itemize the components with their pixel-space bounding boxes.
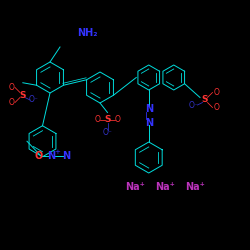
- Text: N: N: [62, 151, 70, 161]
- Text: N: N: [47, 151, 55, 161]
- Text: O: O: [34, 151, 43, 161]
- Text: O: O: [8, 98, 14, 107]
- Text: Na⁺: Na⁺: [185, 182, 205, 192]
- Text: NH₂: NH₂: [77, 28, 98, 38]
- Text: S: S: [19, 90, 26, 100]
- Text: Na⁺: Na⁺: [125, 182, 145, 192]
- Text: S: S: [202, 96, 208, 104]
- Text: O: O: [8, 83, 14, 92]
- Text: N: N: [145, 118, 153, 128]
- Text: O: O: [213, 103, 219, 112]
- Text: O⁻: O⁻: [29, 96, 39, 104]
- Text: O: O: [213, 88, 219, 97]
- Text: O⁻: O⁻: [102, 128, 113, 137]
- Text: S: S: [104, 116, 111, 124]
- Text: Na⁺: Na⁺: [155, 182, 175, 192]
- Text: O: O: [94, 116, 100, 124]
- Text: +: +: [54, 150, 60, 156]
- Text: O⁻: O⁻: [189, 100, 199, 110]
- Text: N: N: [145, 104, 153, 114]
- Text: O: O: [114, 116, 120, 124]
